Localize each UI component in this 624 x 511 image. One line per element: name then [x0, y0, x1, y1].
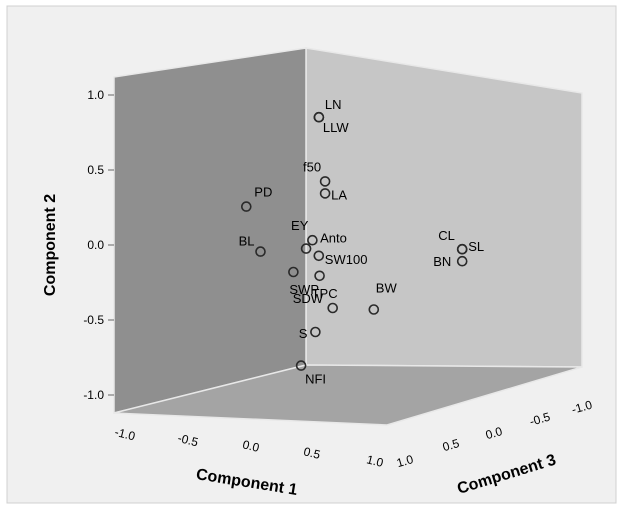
x-tick-label: -1.0: [113, 425, 137, 444]
data-point-label: SW100: [325, 252, 368, 267]
y-axis-ticks: 1.0 0.5 0.0 -0.5 -1.0: [83, 88, 104, 402]
data-point-label: BL: [239, 234, 255, 249]
y-tick-label: -1.0: [83, 388, 104, 402]
data-point: [319, 176, 331, 187]
z-tick-label: 0.0: [484, 424, 504, 442]
y-axis-title: Component 2: [42, 194, 59, 296]
z-tick-label: -0.5: [528, 409, 552, 428]
data-point-label: BN: [433, 254, 451, 269]
z-tick-label: 1.0: [395, 452, 415, 470]
data-point: [288, 266, 299, 278]
data-point: [319, 188, 331, 199]
data-point: [456, 255, 468, 267]
data-point-label: LLW: [323, 120, 349, 135]
data-point-label: EY: [291, 218, 309, 233]
data-point-label: SL: [468, 239, 484, 254]
data-point-label: f50: [303, 159, 321, 174]
x-axis-ticks: -1.0 -0.5 0.0 0.5 1.0: [113, 425, 385, 470]
z-axis-ticks: 1.0 0.5 0.0 -0.5 -1.0: [395, 397, 594, 470]
back-wall: [305, 47, 583, 368]
data-point-label: LA: [331, 187, 347, 202]
data-point-label: TPC: [312, 286, 338, 301]
x-tick-label: -0.5: [176, 431, 200, 450]
data-point-label: SDW: [293, 291, 324, 306]
y-tick-label: 0.0: [87, 238, 104, 252]
data-point: [313, 250, 325, 262]
y-tick-label: 1.0: [87, 88, 104, 102]
data-point-label: PD: [254, 185, 272, 200]
data-point: [327, 302, 339, 314]
data-point: [310, 326, 321, 338]
data-point: [295, 360, 307, 371]
data-point-label: SWP: [289, 282, 319, 297]
data-points: [241, 111, 468, 371]
data-point: [307, 234, 318, 246]
data-point: [255, 246, 266, 257]
x-tick-label: 0.5: [302, 444, 322, 462]
tick-marks: [108, 94, 114, 396]
z-tick-label: 0.5: [441, 436, 461, 454]
data-point-label: BW: [376, 281, 398, 296]
left-wall: [113, 47, 307, 414]
data-point: [314, 270, 325, 282]
floor: [113, 364, 583, 426]
x-tick-label: 1.0: [365, 452, 385, 470]
data-point-label: S: [299, 326, 308, 341]
y-tick-label: 0.5: [87, 163, 104, 177]
y-tick-label: -0.5: [83, 313, 104, 327]
data-point: [456, 243, 468, 255]
x-tick-label: 0.0: [241, 437, 261, 455]
z-tick-label: -1.0: [570, 397, 594, 416]
data-point: [300, 243, 312, 254]
data-point-label: NFI: [305, 372, 326, 387]
data-point-label: CL: [438, 228, 455, 243]
data-point: [368, 304, 380, 315]
data-point-label: LN: [325, 97, 342, 112]
data-point-label: Anto: [320, 231, 347, 246]
data-point: [313, 111, 325, 123]
data-point: [241, 201, 252, 212]
